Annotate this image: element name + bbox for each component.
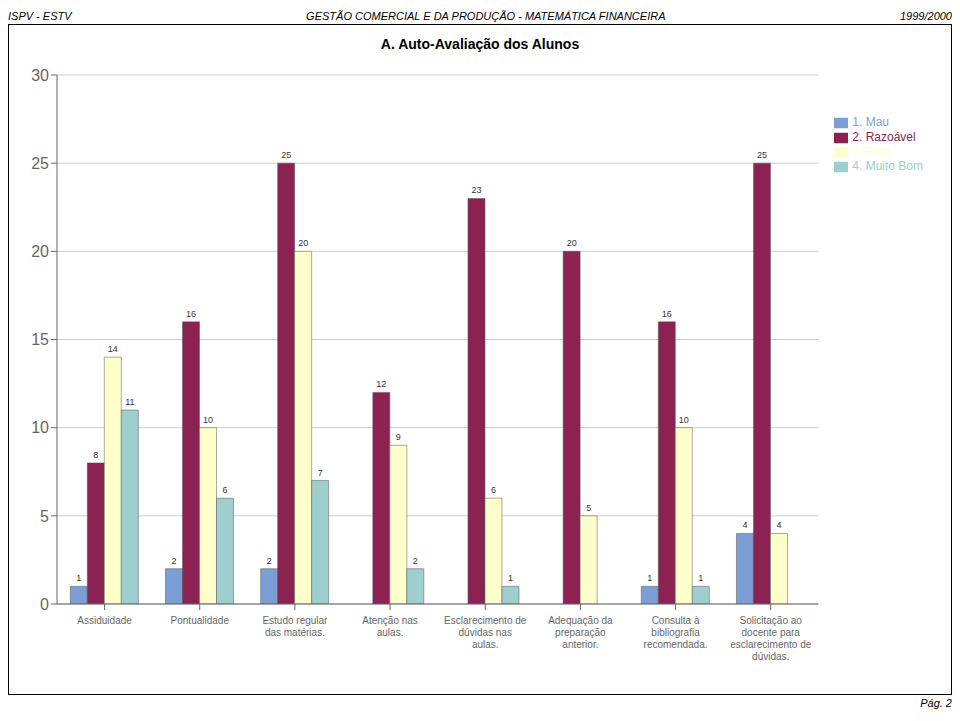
svg-text:8: 8 [93, 450, 98, 460]
html-text:2. Razoável: 2. Razoável [852, 129, 916, 144]
html-text:A. Auto-Avaliação dos Alunos: A. Auto-Avaliação dos Alunos [380, 36, 580, 52]
svg-text:20: 20 [567, 238, 577, 248]
svg-text:7: 7 [318, 468, 323, 478]
svg-text:Consulta àbibliografiarecomend: Consulta àbibliografiarecomendada. [644, 615, 708, 650]
svg-text:23: 23 [471, 185, 481, 195]
html-text:GESTÃO COMERCIAL E DA PRODUÇÃO: GESTÃO COMERCIAL E DA PRODUÇÃO - MATEMÁT… [306, 10, 666, 22]
svg-text:Solicitação aodocente paraescl: Solicitação aodocente paraesclarecimento… [730, 615, 812, 662]
svg-text:20: 20 [298, 238, 308, 248]
svg-text:1: 1 [508, 573, 513, 583]
svg-text:Assiduidade: Assiduidade [77, 615, 132, 626]
svg-text:14: 14 [108, 344, 118, 354]
svg-text:25: 25 [757, 150, 767, 160]
svg-text:9: 9 [396, 432, 401, 442]
html-text:ISPV - ESTV: ISPV - ESTV [8, 10, 72, 22]
svg-text:16: 16 [662, 309, 672, 319]
svg-text:1: 1 [647, 573, 652, 583]
svg-text:Pontualidade: Pontualidade [171, 615, 230, 626]
svg-text:10: 10 [679, 415, 689, 425]
html-text:1. Mau: 1. Mau [852, 115, 889, 129]
svg-text:4: 4 [742, 520, 747, 530]
html-text:4. Muito Bom: 4. Muito Bom [852, 159, 923, 174]
svg-text:15: 15 [31, 331, 49, 348]
svg-text:20: 20 [31, 243, 49, 260]
svg-text:2: 2 [413, 556, 418, 566]
svg-text:Atenção nasaulas.: Atenção nasaulas. [362, 615, 418, 638]
html-text:1999/2000: 1999/2000 [900, 10, 952, 22]
svg-text:2: 2 [267, 556, 272, 566]
svg-text:Adequação dapreparaçãoanterior: Adequação dapreparaçãoanterior. [548, 615, 613, 650]
svg-text:Esclarecimento dedúvidas nasau: Esclarecimento dedúvidas nasaulas. [444, 615, 527, 650]
svg-text:10: 10 [203, 415, 213, 425]
svg-text:5: 5 [586, 503, 591, 513]
svg-text:25: 25 [31, 155, 49, 172]
svg-text:16: 16 [186, 309, 196, 319]
svg-text:2: 2 [171, 556, 176, 566]
svg-text:1: 1 [698, 573, 703, 583]
svg-text:Estudo regulardas matérias.: Estudo regulardas matérias. [262, 615, 328, 638]
svg-text:0: 0 [40, 596, 49, 613]
svg-text:30: 30 [31, 67, 49, 84]
svg-text:12: 12 [376, 379, 386, 389]
svg-text:25: 25 [281, 150, 291, 160]
svg-text:6: 6 [491, 485, 496, 495]
html-text:Pág. 2: Pág. 2 [920, 697, 952, 709]
svg-text:11: 11 [125, 397, 134, 407]
svg-text:4: 4 [776, 520, 781, 530]
svg-text:1: 1 [76, 573, 81, 583]
svg-text:5: 5 [40, 508, 49, 525]
svg-text:10: 10 [31, 419, 49, 436]
html-text:3. Bom: 3. Bom [852, 144, 891, 159]
svg-text:6: 6 [222, 485, 227, 495]
